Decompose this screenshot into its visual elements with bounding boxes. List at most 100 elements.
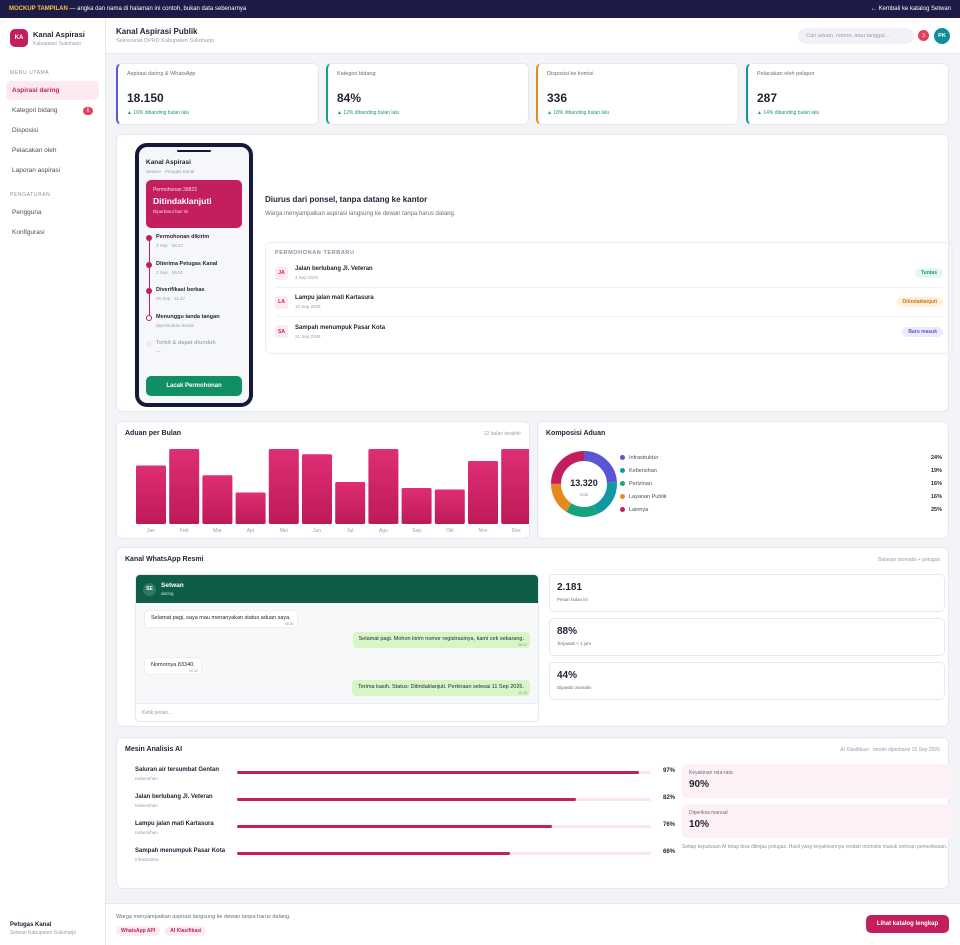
- status-badge: Baru masuk: [902, 326, 943, 337]
- ai-metric-card: Keyakinan rata-rata 90%: [682, 764, 952, 798]
- stat-card-aspirasi: Aspirasi daring & WhatsApp 18.150 ▲ 16% …: [116, 63, 319, 125]
- confidence-fill: [237, 798, 577, 801]
- sidebar: KA Kanal Aspirasi Kabupaten Sukoharjo ME…: [0, 18, 106, 945]
- search-input[interactable]: [798, 27, 914, 44]
- ai-row[interactable]: Jalan berlubang Jl. Veteran Kebersihan 82%: [135, 793, 675, 820]
- tick-label: Jul: [347, 528, 353, 534]
- donut-slice-perizinan: [551, 451, 617, 517]
- hero-description: Warga menyampaikan aspirasi langsung ke …: [265, 211, 456, 217]
- request-status: Ditindaklanjuti: [153, 196, 212, 206]
- whatsapp-panel: Kanal WhatsApp Resmi Balasan otomatis + p…: [116, 547, 949, 727]
- message-input[interactable]: Ketik pesan...: [136, 703, 538, 721]
- message-text: Selamat pagi. Mohon kirim nomor registra…: [358, 636, 524, 642]
- step-pending-icon: [146, 341, 152, 347]
- list-item[interactable]: JA Jalan berlubang Jl. Veteran 4 Sep 2026 T…: [275, 259, 943, 288]
- request-initials: SA: [275, 325, 288, 338]
- chat-stat-card: 44% Dijawab otomatis: [549, 662, 945, 700]
- stat-label: Aspirasi daring & WhatsApp: [127, 71, 196, 77]
- sidebar-item-disposisi[interactable]: Disposisi: [6, 121, 99, 140]
- sidebar-item-aspirasi-daring[interactable]: Aspirasi daring: [6, 81, 99, 100]
- step-title: Menunggu tanda tangan: [156, 313, 220, 320]
- ai-row[interactable]: Lampu jalan mati Kartasura Kebersihan 76%: [135, 820, 675, 847]
- sidebar-item-label: Pengguna: [12, 209, 42, 216]
- sidebar-item-kategori-bidang[interactable]: Kategori bidang 6: [6, 101, 99, 120]
- step-title: Terbit & dapat diunduh: [156, 340, 216, 346]
- main-content: Kanal Aspirasi Publik Sekretariat DPRD K…: [106, 18, 960, 945]
- message-text: Selamat pagi, saya mau menanyakan status…: [151, 615, 291, 621]
- bar-sep: [401, 488, 432, 524]
- sidebar-item-konfigurasi[interactable]: Konfigurasi: [6, 223, 99, 242]
- donut-slice-kebersihan: [551, 451, 617, 517]
- timeline-step: Diterima Petugas Kanal 1 Sep · 09.51: [146, 260, 242, 288]
- timeline-step: Diverifikasi berkas 25 Sep · 11.47: [146, 287, 242, 314]
- tick-label: Mei: [280, 528, 288, 534]
- stat-value: 84%: [337, 91, 362, 105]
- chart-range: 12 bulan terakhir: [483, 430, 521, 437]
- bar-apr: [235, 492, 266, 524]
- tick-label: Jun: [313, 528, 321, 534]
- metric-label: Keyakinan rata-rata: [689, 770, 733, 776]
- sidebar-item-label: Pelacakan oleh: [12, 147, 57, 154]
- ai-row[interactable]: Saluran air tersumbat Gentan Kebersihan 97…: [135, 766, 675, 793]
- recent-requests: PERMOHONAN TERBARU JA Jalan berlubang Jl.…: [265, 242, 953, 354]
- chat-stat-card: 2.181 Pesan bulan ini: [549, 574, 945, 612]
- tick-label: Agu: [379, 528, 388, 534]
- request-number: Permohonan 39823: [153, 187, 197, 193]
- stat-card-kategori: Kategori bidang 84% ▲ 12% dibanding bula…: [326, 63, 529, 125]
- step-done-icon: [146, 288, 152, 294]
- stat-change: ▲ 18% dibanding bulan lalu: [547, 110, 610, 116]
- request-date: 21 Sep 2026: [295, 333, 321, 339]
- step-date: —: [156, 349, 161, 354]
- tick-label: Feb: [180, 528, 189, 534]
- feature-chip: AI Klasifikasi: [165, 926, 207, 936]
- app-region: Kabupaten Sukoharjo: [33, 40, 82, 47]
- metric-value: 90%: [689, 779, 710, 790]
- status-badge: Ditindaklanjuti: [896, 297, 943, 307]
- sidebar-item-pelacakan[interactable]: Pelacakan oleh: [6, 141, 99, 160]
- page-footer: Warga menyampaikan aspirasi langsung ke …: [106, 903, 960, 945]
- legend-swatch: [620, 468, 625, 473]
- ai-confidence-list: Saluran air tersumbat Gentan Kebersihan 97…: [135, 766, 675, 874]
- legend-value: 25%: [930, 506, 942, 513]
- message-time: 10.12: [188, 669, 198, 673]
- chart-legend: Infrastruktur 24% Kebersihan 19% Perizinan 16…: [620, 451, 942, 516]
- recent-requests-heading: PERMOHONAN TERBARU: [275, 250, 355, 256]
- app-name: Kanal Aspirasi: [33, 29, 85, 39]
- step-title: Diterima Petugas Kanal: [156, 260, 218, 267]
- step-done-icon: [146, 261, 152, 268]
- avatar[interactable]: PK: [934, 27, 950, 44]
- bar-mei: [268, 449, 299, 524]
- list-item[interactable]: LA Lampu jalan mati Kartasura 10 Sep 2026 D…: [275, 288, 943, 317]
- status-badge: Tuntas: [914, 268, 943, 278]
- confidence-fill: [237, 825, 552, 828]
- section-settings: PENGATURAN: [10, 192, 51, 198]
- mockup-text: — angka dan nama di halaman ini contoh, …: [69, 6, 247, 12]
- donut-slice-lainnya: [551, 451, 617, 517]
- legend-item: Lainnya 25%: [620, 503, 942, 516]
- request-title: Jalan berlubang Jl. Veteran: [295, 266, 373, 272]
- ai-item-category: Kebersihan: [135, 803, 158, 808]
- chart-title: Komposisi Aduan: [546, 430, 606, 437]
- bar-agu: [368, 449, 399, 524]
- notification-badge[interactable]: 3: [918, 30, 929, 41]
- legend-item: Kebersihan 19%: [620, 464, 942, 477]
- confidence-value: 82%: [662, 795, 675, 801]
- ai-row[interactable]: Sampah menumpuk Pasar Kota Infrastruktur 6…: [135, 847, 675, 874]
- sidebar-item-pengguna[interactable]: Pengguna: [6, 203, 99, 222]
- back-to-catalog-link[interactable]: ← Kembali ke katalog Setwan: [870, 6, 951, 12]
- footer-text: Warga menyampaikan aspirasi langsung ke …: [116, 914, 291, 920]
- step-date: 3 Sep · 08.27: [156, 243, 184, 248]
- tick-label: Apr: [247, 528, 255, 534]
- confidence-fill: [237, 771, 639, 774]
- tick-label: Nov: [479, 528, 488, 534]
- confidence-track: [237, 852, 651, 855]
- step-done-icon: [146, 235, 152, 241]
- sidebar-item-laporan[interactable]: Laporan aspirasi: [6, 161, 99, 180]
- tick-label: Des: [512, 528, 521, 534]
- chat-window: SE Setwan daring Selamat pagi, saya mau m…: [135, 574, 539, 722]
- confidence-track: [237, 771, 651, 774]
- track-request-button[interactable]: Lacak Permohonan: [146, 376, 242, 396]
- section-note: AI Klasifikasi · model diperbarui 15 Sep…: [840, 746, 940, 753]
- list-item[interactable]: SA Sampah menumpuk Pasar Kota 21 Sep 2026 B…: [275, 317, 943, 346]
- view-catalog-button[interactable]: Lihat katalog lengkap: [866, 915, 949, 933]
